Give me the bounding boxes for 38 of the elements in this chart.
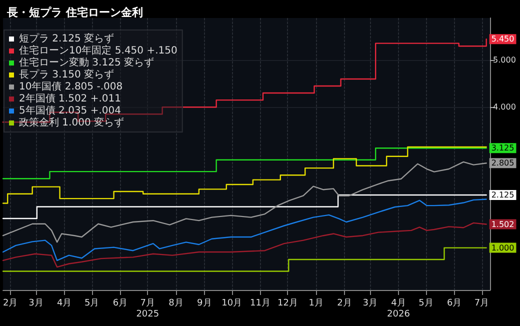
- x-tick-label: 2月: [337, 298, 352, 308]
- x-tick-label: 4月 2026: [387, 298, 410, 320]
- legend-label: 2年国債 1.502 +.011: [19, 92, 121, 104]
- data-label: 2.125: [491, 190, 514, 200]
- line-series: [2, 222, 487, 268]
- y-tick-label: 5.000: [493, 56, 516, 65]
- chart-title: 長・短プラ 住宅ローン金利: [6, 6, 143, 19]
- x-tick-label: 6月: [112, 298, 128, 308]
- line-series: [2, 161, 487, 243]
- x-tick-label: 8月: [168, 298, 184, 308]
- x-tick-label: 3月: [28, 298, 44, 308]
- x-tick-label: 1月: [308, 298, 324, 308]
- data-label: 3.125: [491, 144, 514, 153]
- x-tick-label: 9月: [197, 298, 212, 308]
- x-tick-label: 10月: [222, 298, 242, 308]
- x-tick-label: 5月: [84, 298, 100, 308]
- x-tick-label: 12月: [277, 298, 298, 308]
- legend-label: 長プラ 3.150 変らず: [19, 68, 114, 80]
- x-tick-label: 7月 2025: [136, 298, 160, 320]
- legend-label: 5年国債 2.035 +.004: [19, 104, 121, 116]
- x-tick-label: 11月: [250, 298, 270, 308]
- x-tick-label: 6月: [446, 298, 462, 308]
- x-tick-label: 2月: [2, 298, 18, 308]
- data-label: 1.000: [491, 243, 514, 252]
- legend-label: 政策金利 1.000 変らず: [19, 116, 124, 128]
- legend-label: 住宅ローン10年固定 5.450 +.150: [19, 44, 178, 56]
- data-label: 1.502: [491, 220, 514, 229]
- data-label: 2.805: [491, 158, 514, 168]
- x-tick-label: 3月: [362, 298, 378, 308]
- x-tick-label: 5月: [418, 298, 434, 308]
- legend-label: 10年国債 2.805 -.008: [19, 80, 123, 92]
- legend-label: 短プラ 2.125 変らず: [19, 32, 114, 44]
- x-tick-label: 7月: [474, 298, 490, 308]
- y-tick-label: 4.000: [493, 102, 516, 112]
- x-tick-label: 4月: [57, 298, 72, 308]
- line-series: [2, 198, 487, 262]
- legend-label: 住宅ローン変動 3.125 変らず: [19, 56, 154, 68]
- data-label: 5.450: [491, 34, 514, 44]
